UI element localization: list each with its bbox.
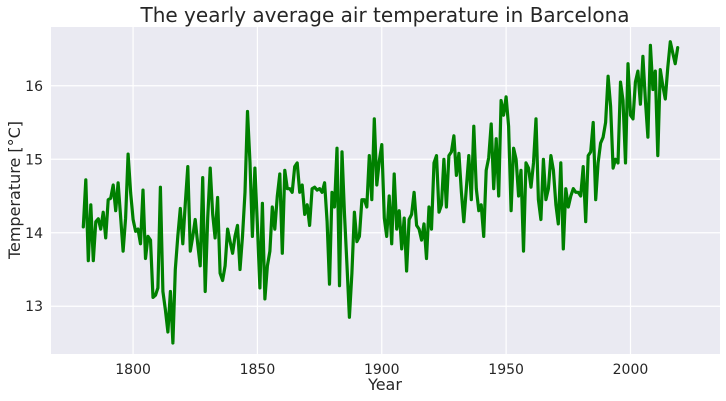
- x-tick-label: 1800: [115, 362, 151, 378]
- x-axis-label: Year: [367, 375, 402, 394]
- y-tick-label: 14: [25, 226, 43, 242]
- x-tick-label: 1950: [488, 362, 524, 378]
- x-tick-label: 1850: [240, 362, 276, 378]
- temperature-series-line: [81, 40, 680, 345]
- x-axis-ticks: 1800 1850 1900 1950 2000: [115, 362, 648, 378]
- x-tick-label: 2000: [613, 362, 649, 378]
- y-tick-label: 16: [25, 79, 43, 95]
- plot-background: [51, 27, 720, 354]
- y-axis-label: Temperature [°C]: [5, 121, 24, 260]
- chart-title: The yearly average air temperature in Ba…: [140, 3, 630, 27]
- y-axis-ticks: 13 14 15 16: [25, 79, 43, 315]
- y-tick-label: 15: [25, 152, 43, 168]
- x-tick-label: 1900: [364, 362, 400, 378]
- y-tick-label: 13: [25, 299, 43, 315]
